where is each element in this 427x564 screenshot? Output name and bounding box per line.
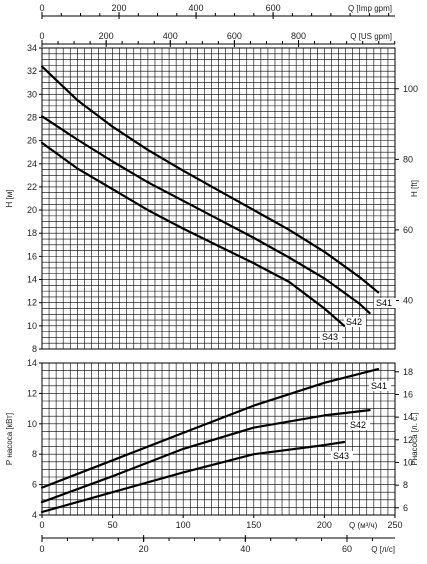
power-curve-s43 bbox=[40, 440, 346, 514]
x-axis-label-bg bbox=[345, 520, 381, 530]
head-ft-tick-label: 80 bbox=[403, 154, 413, 164]
power-y-tick-label: 12 bbox=[27, 388, 37, 398]
head-y-tick-label: 10 bbox=[27, 321, 37, 331]
ls-axis-tick-label: 40 bbox=[240, 544, 250, 554]
head-y-tick-label: 16 bbox=[27, 251, 37, 261]
ls-axis-tick-label: 20 bbox=[139, 544, 149, 554]
power-hp-tick-label: 6 bbox=[403, 503, 408, 513]
head-y-tick-label: 22 bbox=[27, 182, 37, 192]
power-hp-tick-label: 16 bbox=[403, 389, 413, 399]
power-series-label-s42: S42 bbox=[350, 420, 366, 430]
power-y-tick-label: 8 bbox=[32, 449, 37, 459]
ls-axis-tick-label: 60 bbox=[342, 544, 352, 554]
head-y-tick-label: 32 bbox=[27, 66, 37, 76]
power-y-tick-label: 4 bbox=[32, 510, 37, 520]
top-axis-label: Q [Imp gpm] bbox=[348, 4, 392, 13]
head-y-tick-label: 34 bbox=[27, 43, 37, 53]
ls-axis-tick-label: 0 bbox=[39, 544, 44, 554]
power-series-label-bg bbox=[348, 420, 370, 430]
top-flow-axes: 0 200 400 600 800 Q [US gpm] 0 200 400 600 Q [Imp … bbox=[39, 3, 396, 47]
head-y-axis-label: H [м] bbox=[5, 190, 14, 208]
head-y-tick-label: 28 bbox=[27, 112, 37, 122]
top-axis-tick-label: 800 bbox=[291, 31, 306, 41]
x-tick-label: 250 bbox=[387, 520, 402, 530]
head-ft-tick-label: 60 bbox=[403, 225, 413, 235]
head-series-label-s43: S43 bbox=[322, 332, 338, 342]
head-curve-s41 bbox=[40, 65, 380, 294]
power-series-label-bg bbox=[369, 381, 391, 391]
power-hp-tick-label: 10 bbox=[403, 457, 413, 467]
head-y-tick-label: 30 bbox=[27, 89, 37, 99]
top-axis-label: Q [US gpm] bbox=[350, 32, 392, 41]
power-hp-tick-label: 8 bbox=[403, 480, 408, 490]
head-curve-s43 bbox=[40, 141, 346, 327]
head-series-label-s42: S42 bbox=[346, 317, 362, 327]
head-series-label-bg bbox=[374, 298, 396, 308]
top-axis-tick-label: 200 bbox=[112, 3, 127, 13]
head-y-tick-label: 20 bbox=[27, 205, 37, 215]
top-axis-tick-label: 400 bbox=[189, 3, 204, 13]
head-series-label-s41: S41 bbox=[376, 298, 392, 308]
power-plot-frame bbox=[41, 362, 396, 516]
power-hp-tick-label: 14 bbox=[403, 412, 413, 422]
power-y-tick-label: 14 bbox=[27, 358, 37, 368]
x-tick-label: 200 bbox=[317, 520, 332, 530]
head-y-tick-label: 24 bbox=[27, 159, 37, 169]
head-y-tick-label: 18 bbox=[27, 228, 37, 238]
power-curve-s41 bbox=[40, 368, 380, 489]
head-series-label-bg bbox=[344, 317, 366, 327]
x-tick-label: 0 bbox=[39, 520, 44, 530]
top-axis-tick-label: 400 bbox=[163, 31, 178, 41]
head-ft-tick-label: 40 bbox=[403, 295, 413, 305]
head-y-tick-label: 8 bbox=[32, 344, 37, 354]
power-y-tick-label: 6 bbox=[32, 480, 37, 490]
head-y-tick-label: 12 bbox=[27, 298, 37, 308]
ls-axis-label: Q [л/с] bbox=[371, 545, 395, 554]
power-curve-s42 bbox=[40, 409, 371, 504]
x-tick-label: 150 bbox=[246, 520, 261, 530]
head-curve-panel: 8 10 12 14 16 18 20 22 24 26 28 30 32 34 H [м] 40 60 80 10… bbox=[5, 43, 419, 354]
top-axis-tick-label: 200 bbox=[99, 31, 114, 41]
power-series-label-s43: S43 bbox=[333, 451, 349, 461]
head-plot-frame bbox=[41, 47, 396, 350]
power-curve-panel: 4 6 8 10 12 14 P насоса [кВт] 6 8 10 12 14 16 18 Pнасо… bbox=[5, 358, 419, 520]
power-hp-tick-label: 12 bbox=[403, 435, 413, 445]
x-tick-label: 100 bbox=[176, 520, 191, 530]
top-axis-tick-label: 0 bbox=[39, 31, 44, 41]
bottom-flow-axes: 0 50 100 150 200 250 Q (м³/ч) 0 20 40 60 Q [л/с] bbox=[39, 515, 403, 554]
x-tick-label: 50 bbox=[108, 520, 118, 530]
head-y-tick-label: 14 bbox=[27, 275, 37, 285]
top-axis-tick-label: 600 bbox=[266, 3, 281, 13]
head-y-tick-label: 26 bbox=[27, 136, 37, 146]
power-y-tick-label: 10 bbox=[27, 419, 37, 429]
power-y-axis-label: P насоса [кВт] bbox=[5, 413, 14, 465]
power-hp-tick-label: 18 bbox=[403, 367, 413, 377]
power-series-label-bg bbox=[331, 451, 353, 461]
power-hp-axis-label: Pнасоса [л. с.] bbox=[410, 412, 419, 465]
top-axis-tick-label: 0 bbox=[39, 3, 44, 13]
top-axis-tick-label: 600 bbox=[227, 31, 242, 41]
head-ft-axis-label: H [ft] bbox=[410, 180, 419, 197]
x-axis-label: Q (м³/ч) bbox=[349, 521, 378, 530]
head-series-label-bg bbox=[320, 332, 342, 342]
head-ft-tick-label: 100 bbox=[403, 84, 418, 94]
head-curve-s42 bbox=[40, 115, 371, 315]
power-series-label-s41: S41 bbox=[371, 381, 387, 391]
